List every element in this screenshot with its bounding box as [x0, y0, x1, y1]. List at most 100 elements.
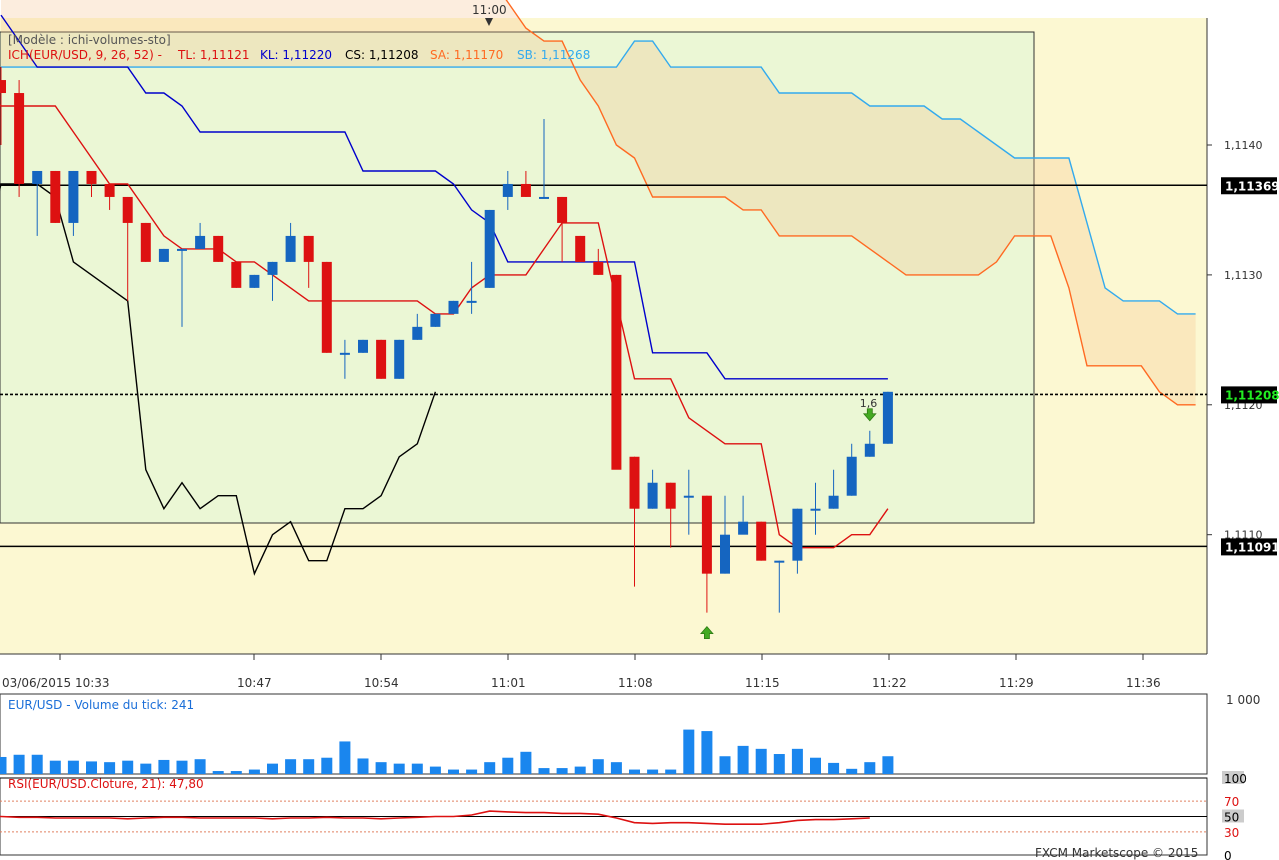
candle-body[interactable] — [539, 196, 549, 199]
volume-bar[interactable] — [158, 759, 170, 774]
candle[interactable] — [629, 456, 640, 587]
candle[interactable] — [738, 495, 749, 535]
candle[interactable] — [195, 222, 206, 249]
arrow-up-icon[interactable] — [700, 626, 714, 640]
price-tag[interactable] — [1221, 386, 1277, 404]
candle[interactable] — [412, 313, 423, 340]
volume-bar[interactable] — [737, 745, 749, 774]
volume-bar[interactable] — [755, 748, 767, 774]
candle-body[interactable] — [864, 443, 875, 457]
candle-body[interactable] — [665, 482, 676, 509]
candle[interactable] — [484, 209, 495, 288]
candle[interactable] — [394, 339, 405, 379]
candle-body[interactable] — [339, 352, 350, 355]
candle-body[interactable] — [810, 508, 821, 511]
volume-bar[interactable] — [864, 762, 876, 774]
candle-body[interactable] — [846, 456, 857, 496]
candle-body[interactable] — [104, 183, 115, 197]
volume-bar[interactable] — [448, 769, 459, 774]
candle-body[interactable] — [358, 339, 368, 353]
candle[interactable] — [701, 495, 712, 613]
volume-bar[interactable] — [647, 769, 659, 774]
candle[interactable] — [303, 235, 314, 288]
price-tag[interactable] — [1221, 538, 1277, 556]
candle-body[interactable] — [520, 183, 531, 197]
volume-bar[interactable] — [538, 768, 550, 774]
candle[interactable] — [358, 339, 368, 353]
candle-body[interactable] — [756, 521, 767, 561]
candle[interactable] — [249, 274, 260, 288]
candle[interactable] — [14, 80, 25, 197]
candle[interactable] — [575, 235, 586, 262]
candle-body[interactable] — [0, 80, 6, 94]
candle[interactable] — [158, 248, 169, 262]
candle-body[interactable] — [647, 482, 658, 509]
candle-body[interactable] — [285, 235, 296, 262]
candle[interactable] — [466, 261, 477, 314]
candle-body[interactable] — [720, 534, 730, 574]
volume-bar[interactable] — [810, 757, 821, 774]
candle-body[interactable] — [683, 495, 694, 498]
volume-bar[interactable] — [629, 769, 640, 774]
candle-body[interactable] — [376, 339, 387, 379]
volume-bar[interactable] — [791, 748, 803, 774]
candle[interactable] — [267, 261, 278, 301]
candle-body[interactable] — [430, 313, 441, 327]
volume-bar[interactable] — [411, 763, 423, 774]
candle[interactable] — [140, 222, 151, 262]
candle[interactable] — [792, 508, 803, 574]
volume-bar[interactable] — [828, 762, 840, 774]
candle[interactable] — [231, 261, 242, 288]
volume-bar[interactable] — [719, 756, 731, 774]
candle[interactable] — [611, 274, 622, 470]
volume-bar[interactable] — [31, 754, 43, 774]
volume-bar[interactable] — [321, 757, 333, 774]
candle-body[interactable] — [466, 300, 477, 303]
candle[interactable] — [32, 170, 43, 236]
volume-bar[interactable] — [520, 751, 532, 774]
volume-bar[interactable] — [357, 758, 369, 774]
volume-bar[interactable] — [484, 762, 496, 774]
volume-bar[interactable] — [339, 741, 351, 774]
candle-body[interactable] — [231, 261, 242, 288]
volume-bar[interactable] — [429, 766, 441, 774]
candle-body[interactable] — [593, 261, 604, 275]
volume-bar[interactable] — [13, 754, 25, 774]
candle[interactable] — [593, 248, 604, 275]
candle[interactable] — [448, 300, 459, 314]
candle[interactable] — [177, 248, 187, 327]
candle-body[interactable] — [394, 339, 405, 379]
volume-bar[interactable] — [773, 754, 785, 774]
candle-body[interactable] — [701, 495, 712, 574]
volume-bar[interactable] — [393, 763, 405, 774]
candle-body[interactable] — [321, 261, 332, 353]
candle-body[interactable] — [792, 508, 803, 561]
candle[interactable] — [810, 482, 821, 535]
candle[interactable] — [774, 560, 785, 613]
candle-body[interactable] — [303, 235, 314, 262]
candle-body[interactable] — [557, 196, 568, 223]
candle[interactable] — [539, 119, 549, 199]
cursor-time-marker[interactable] — [485, 18, 493, 26]
candle[interactable] — [50, 170, 61, 223]
candle[interactable] — [321, 261, 332, 353]
candle[interactable] — [86, 170, 97, 197]
candle[interactable] — [339, 339, 350, 379]
candle[interactable] — [520, 170, 531, 197]
volume-bar[interactable] — [683, 729, 695, 774]
candle-body[interactable] — [14, 93, 25, 184]
volume-bar[interactable] — [303, 759, 315, 774]
candle-body[interactable] — [484, 209, 495, 288]
candle-body[interactable] — [828, 495, 839, 509]
volume-bar[interactable] — [104, 762, 116, 774]
volume-bar[interactable] — [248, 769, 260, 774]
volume-bar[interactable] — [701, 731, 713, 774]
volume-bar[interactable] — [882, 756, 894, 774]
candle-body[interactable] — [213, 235, 224, 262]
volume-bar[interactable] — [375, 762, 387, 774]
candle[interactable] — [430, 313, 441, 327]
volume-bar[interactable] — [49, 760, 61, 774]
candle-body[interactable] — [249, 274, 260, 288]
candle-body[interactable] — [122, 196, 133, 223]
